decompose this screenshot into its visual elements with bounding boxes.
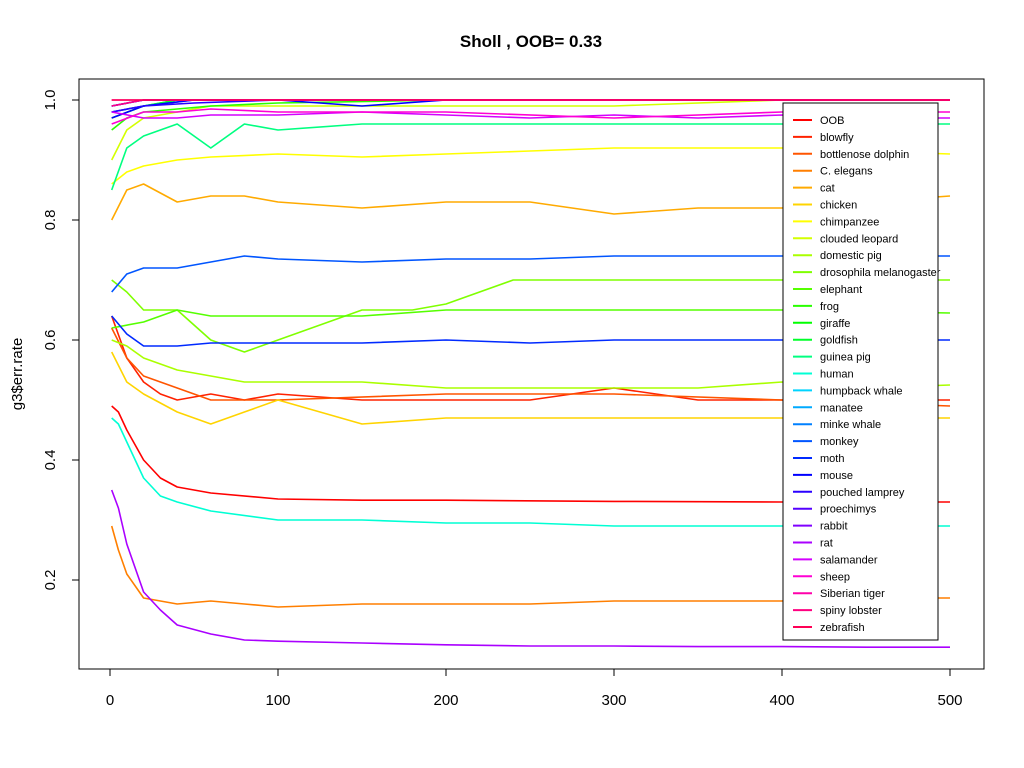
series-line-25: [110, 489, 950, 649]
series-line-6: [111, 147, 951, 185]
x-tick-label: 500: [937, 692, 962, 709]
legend-label: pouched lamprey: [820, 487, 905, 499]
legend-label: salamander: [820, 554, 878, 566]
legend: OOB blowfly bottlenose dolphin C. elegans ca…: [782, 102, 941, 641]
legend-label: goldfish: [820, 335, 858, 347]
series-line-1: [110, 315, 950, 401]
y-tick-label: 0.2: [42, 570, 59, 591]
legend-box: [782, 102, 939, 641]
series-line-8: [111, 339, 951, 389]
series-line-0: [111, 405, 950, 503]
series-line-7: [110, 99, 950, 161]
y-tick-label: 1.0: [42, 90, 59, 111]
legend-label: spiny lobster: [820, 605, 882, 617]
legend-label: bottlenose dolphin: [820, 149, 909, 161]
series-line-9: [111, 279, 950, 353]
y-axis-label: g3$err.rate: [9, 338, 26, 411]
series-line-4: [110, 183, 951, 221]
legend-label: blowfly: [820, 132, 854, 144]
x-tick-label: 200: [433, 692, 458, 709]
legend-label: cat: [820, 183, 835, 195]
x-axis: 0 100 200 300 400 500: [106, 668, 963, 709]
series-line-15: [111, 417, 950, 527]
legend-label: human: [820, 369, 854, 381]
legend-label: drosophila melanogaster: [820, 267, 941, 279]
series-line-19: [111, 255, 950, 293]
series-line-27: [111, 108, 950, 125]
y-tick-label: 0.6: [42, 330, 59, 351]
legend-label: clouded leopard: [820, 233, 898, 245]
x-tick-label: 400: [769, 692, 794, 709]
legend-label: manatee: [820, 402, 863, 414]
legend-label: minke whale: [820, 419, 881, 431]
series-line-26: [111, 111, 950, 119]
legend-label: C. elegans: [820, 166, 873, 178]
legend-label: elephant: [820, 284, 862, 296]
legend-label: domestic pig: [820, 250, 882, 262]
legend-items: OOB blowfly bottlenose dolphin C. elegans ca…: [793, 115, 941, 634]
legend-label: sheep: [820, 571, 850, 583]
legend-label: guinea pig: [820, 352, 871, 364]
legend-label: monkey: [820, 436, 859, 448]
legend-label: zebrafish: [820, 622, 865, 634]
legend-label: chicken: [820, 200, 857, 212]
legend-label: giraffe: [820, 318, 850, 330]
x-tick-label: 0: [106, 692, 114, 709]
legend-label: proechimys: [820, 504, 877, 516]
series-line-20: [111, 315, 950, 347]
chart-title: Sholl , OOB= 0.33: [460, 32, 602, 51]
series-line-10: [111, 309, 951, 329]
series-layer: [110, 99, 951, 649]
series-line-14: [110, 123, 950, 191]
legend-label: rat: [820, 538, 833, 550]
legend-label: mouse: [820, 470, 853, 482]
y-tick-label: 0.8: [42, 210, 59, 231]
legend-label: moth: [820, 453, 844, 465]
legend-label: humpback whale: [820, 385, 903, 397]
legend-label: rabbit: [820, 521, 848, 533]
legend-label: Siberian tiger: [820, 588, 885, 600]
y-tick-label: 0.4: [42, 450, 59, 471]
x-tick-label: 100: [265, 692, 290, 709]
series-line-5: [110, 351, 950, 425]
series-line-3: [110, 525, 950, 608]
legend-label: frog: [820, 301, 839, 313]
legend-label: OOB: [820, 115, 844, 127]
legend-label: chimpanzee: [820, 216, 879, 228]
series-line-2: [110, 327, 951, 407]
y-axis: 0.2 0.4 0.6 0.8 1.0: [42, 90, 80, 591]
x-tick-label: 300: [601, 692, 626, 709]
